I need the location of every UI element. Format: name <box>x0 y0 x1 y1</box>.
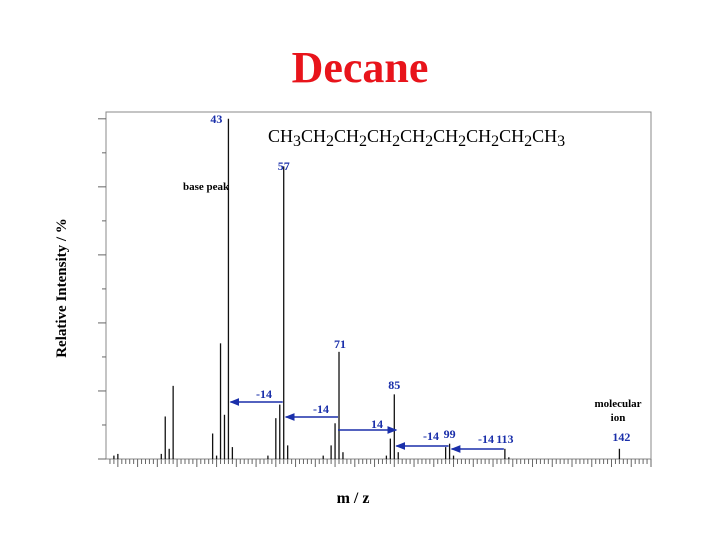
formula-group: CH <box>499 126 524 146</box>
x-axis-label: m / z <box>337 490 370 507</box>
formula-subscript: 2 <box>326 133 334 150</box>
peak-label: 142 <box>612 430 630 444</box>
loss-label: -14 <box>478 432 494 446</box>
formula-subscript: 2 <box>392 133 400 150</box>
loss-label: -14 <box>313 402 329 416</box>
peak-label: 99 <box>444 427 456 441</box>
formula-subscript: 2 <box>425 133 433 150</box>
formula-subscript: 2 <box>458 133 466 150</box>
peak-label: 71 <box>334 337 346 351</box>
peak-bars <box>113 118 621 459</box>
formula-group: CH <box>466 126 491 146</box>
formula-subscript: 2 <box>491 133 499 150</box>
formula-subscript: 2 <box>359 133 367 150</box>
formula-group: CH <box>334 126 359 146</box>
formula-group: CH <box>400 126 425 146</box>
formula-subscript: 2 <box>524 133 532 150</box>
formula-subscript: 3 <box>557 133 565 150</box>
molecular-formula: CH3CH2CH2CH2CH2CH2CH2CH2CH3 <box>268 126 565 150</box>
peak-label: 85 <box>388 378 400 392</box>
formula-group: CH <box>367 126 392 146</box>
plot-frame <box>105 111 652 460</box>
formula-group: CH <box>301 126 326 146</box>
page-title: Decane <box>291 43 429 92</box>
peak-label: 57 <box>278 159 290 173</box>
y-axis-label: Relative Intensity / % <box>54 218 70 358</box>
formula-group: CH <box>433 126 458 146</box>
x-axis <box>109 459 652 467</box>
molecular-ion-label: ion <box>611 412 626 424</box>
loss-label: -14 <box>256 387 272 401</box>
peak-label: 43 <box>210 112 222 126</box>
y-axis <box>98 118 106 460</box>
base-peak-label: base peak <box>183 181 230 193</box>
formula-group: CH <box>268 126 293 146</box>
loss-label: -14 <box>423 429 439 443</box>
formula-subscript: 3 <box>293 133 301 150</box>
peak-label: 113 <box>496 432 513 446</box>
formula-group: CH <box>532 126 557 146</box>
loss-label: 14 <box>371 417 383 431</box>
molecular-ion-label: molecular <box>594 398 641 410</box>
